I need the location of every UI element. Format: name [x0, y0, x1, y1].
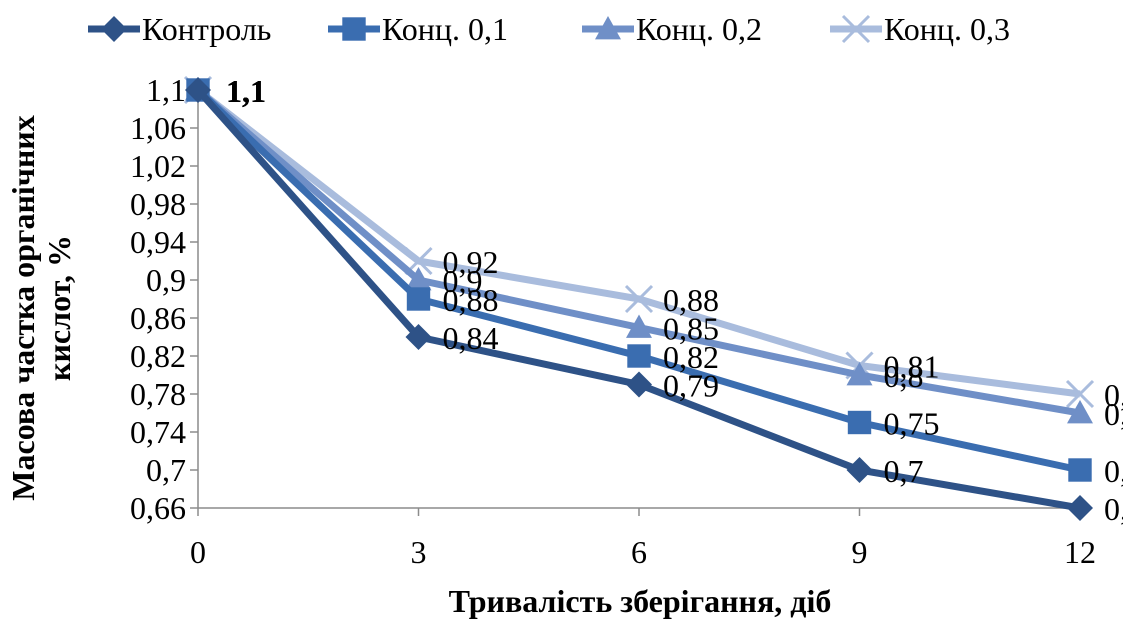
data-point [1068, 458, 1092, 482]
y-tick-label: 0,74 [130, 414, 186, 450]
data-label: 1,1 [226, 73, 266, 109]
series-lines [183, 75, 1095, 521]
data-point [1067, 495, 1093, 521]
data-point [846, 457, 873, 483]
legend: Контроль Конц. 0,1 Конц. 0,2 Конц. 0,3 [88, 11, 1010, 47]
data-label: 0,79 [663, 368, 719, 404]
data-point [624, 284, 654, 314]
data-label: 0,66 [1104, 491, 1123, 527]
y-axis-title-line-1: Масова частка органічних [5, 115, 41, 500]
data-label: 0,85 [663, 311, 719, 347]
legend-item-2: Конц. 0,2 [582, 11, 762, 47]
x-tick-label: 0 [190, 534, 206, 570]
legend-item-0: Контроль [88, 11, 271, 47]
data-label: 0,84 [443, 320, 499, 356]
legend-label: Конц. 0,1 [382, 11, 508, 47]
legend-marker [101, 16, 127, 42]
plot-area: 0,660,70,740,780,820,860,90,940,981,021,… [130, 72, 1123, 570]
data-point [405, 324, 432, 350]
y-tick-label: 0,78 [130, 376, 186, 412]
data-label: 1,1 [226, 73, 266, 109]
x-tick-label: 12 [1064, 534, 1096, 570]
data-label: 0,82 [663, 339, 719, 375]
legend-marker [595, 16, 621, 40]
legend-label: Конц. 0,3 [884, 11, 1010, 47]
data-point [1065, 379, 1095, 409]
data-point [627, 344, 651, 368]
data-point [626, 314, 652, 338]
data-point [405, 267, 432, 291]
data-point [847, 410, 872, 435]
data-label: 0,76 [1104, 396, 1123, 432]
data-label: 0,7 [884, 453, 924, 489]
legend-marker [342, 17, 366, 41]
x-axis-title: Тривалість зберігання, діб [449, 583, 832, 619]
data-point [185, 77, 211, 103]
y-tick-label: 0,9 [146, 262, 186, 298]
legend-marker [841, 14, 871, 44]
data-label: 1,1 [226, 73, 266, 109]
y-tick-label: 1,06 [130, 110, 186, 146]
legend-label: Конц. 0,2 [636, 11, 762, 47]
data-label: 0,9 [443, 263, 483, 299]
series-line-1 [195, 87, 1081, 474]
data-point [1067, 400, 1093, 424]
y-ticks: 0,660,70,740,780,820,860,90,940,981,021,… [130, 72, 198, 526]
data-point [846, 362, 873, 386]
x-tick-label: 9 [852, 534, 868, 570]
y-tick-label: 0,7 [146, 452, 186, 488]
data-label: 0,81 [884, 349, 940, 385]
y-tick-label: 1,1 [146, 72, 186, 108]
x-ticks: 0 3 6 9 12 [190, 508, 1096, 570]
data-label: 0,75 [884, 406, 940, 442]
data-label: 0,88 [663, 282, 719, 318]
data-label: 0,88 [443, 282, 499, 318]
data-point [626, 371, 652, 398]
x-tick-label: 6 [631, 534, 647, 570]
y-axis-title: Масова частка органічнихкислот, % [5, 115, 77, 500]
legend-label: Контроль [142, 11, 271, 47]
y-tick-label: 0,82 [130, 338, 186, 374]
data-label: 0,92 [443, 244, 499, 280]
y-tick-label: 0,86 [130, 300, 186, 336]
data-label: 0,78 [1104, 377, 1123, 413]
y-axis-title-line-2: кислот, % [41, 235, 77, 381]
data-label: 0,7 [1104, 453, 1123, 489]
legend-item-3: Конц. 0,3 [830, 11, 1010, 47]
data-label: 0,8 [884, 358, 924, 394]
y-tick-label: 0,66 [130, 490, 186, 526]
data-labels: 1,10,840,790,70,661,10,880,820,750,71,10… [226, 73, 1123, 527]
y-tick-label: 0,94 [130, 224, 186, 260]
legend-item-1: Конц. 0,1 [328, 11, 508, 47]
data-label: 1,1 [226, 73, 266, 109]
y-tick-label: 1,02 [130, 148, 186, 184]
y-tick-label: 0,98 [130, 186, 186, 222]
x-tick-label: 3 [411, 534, 427, 570]
data-point [406, 287, 431, 311]
